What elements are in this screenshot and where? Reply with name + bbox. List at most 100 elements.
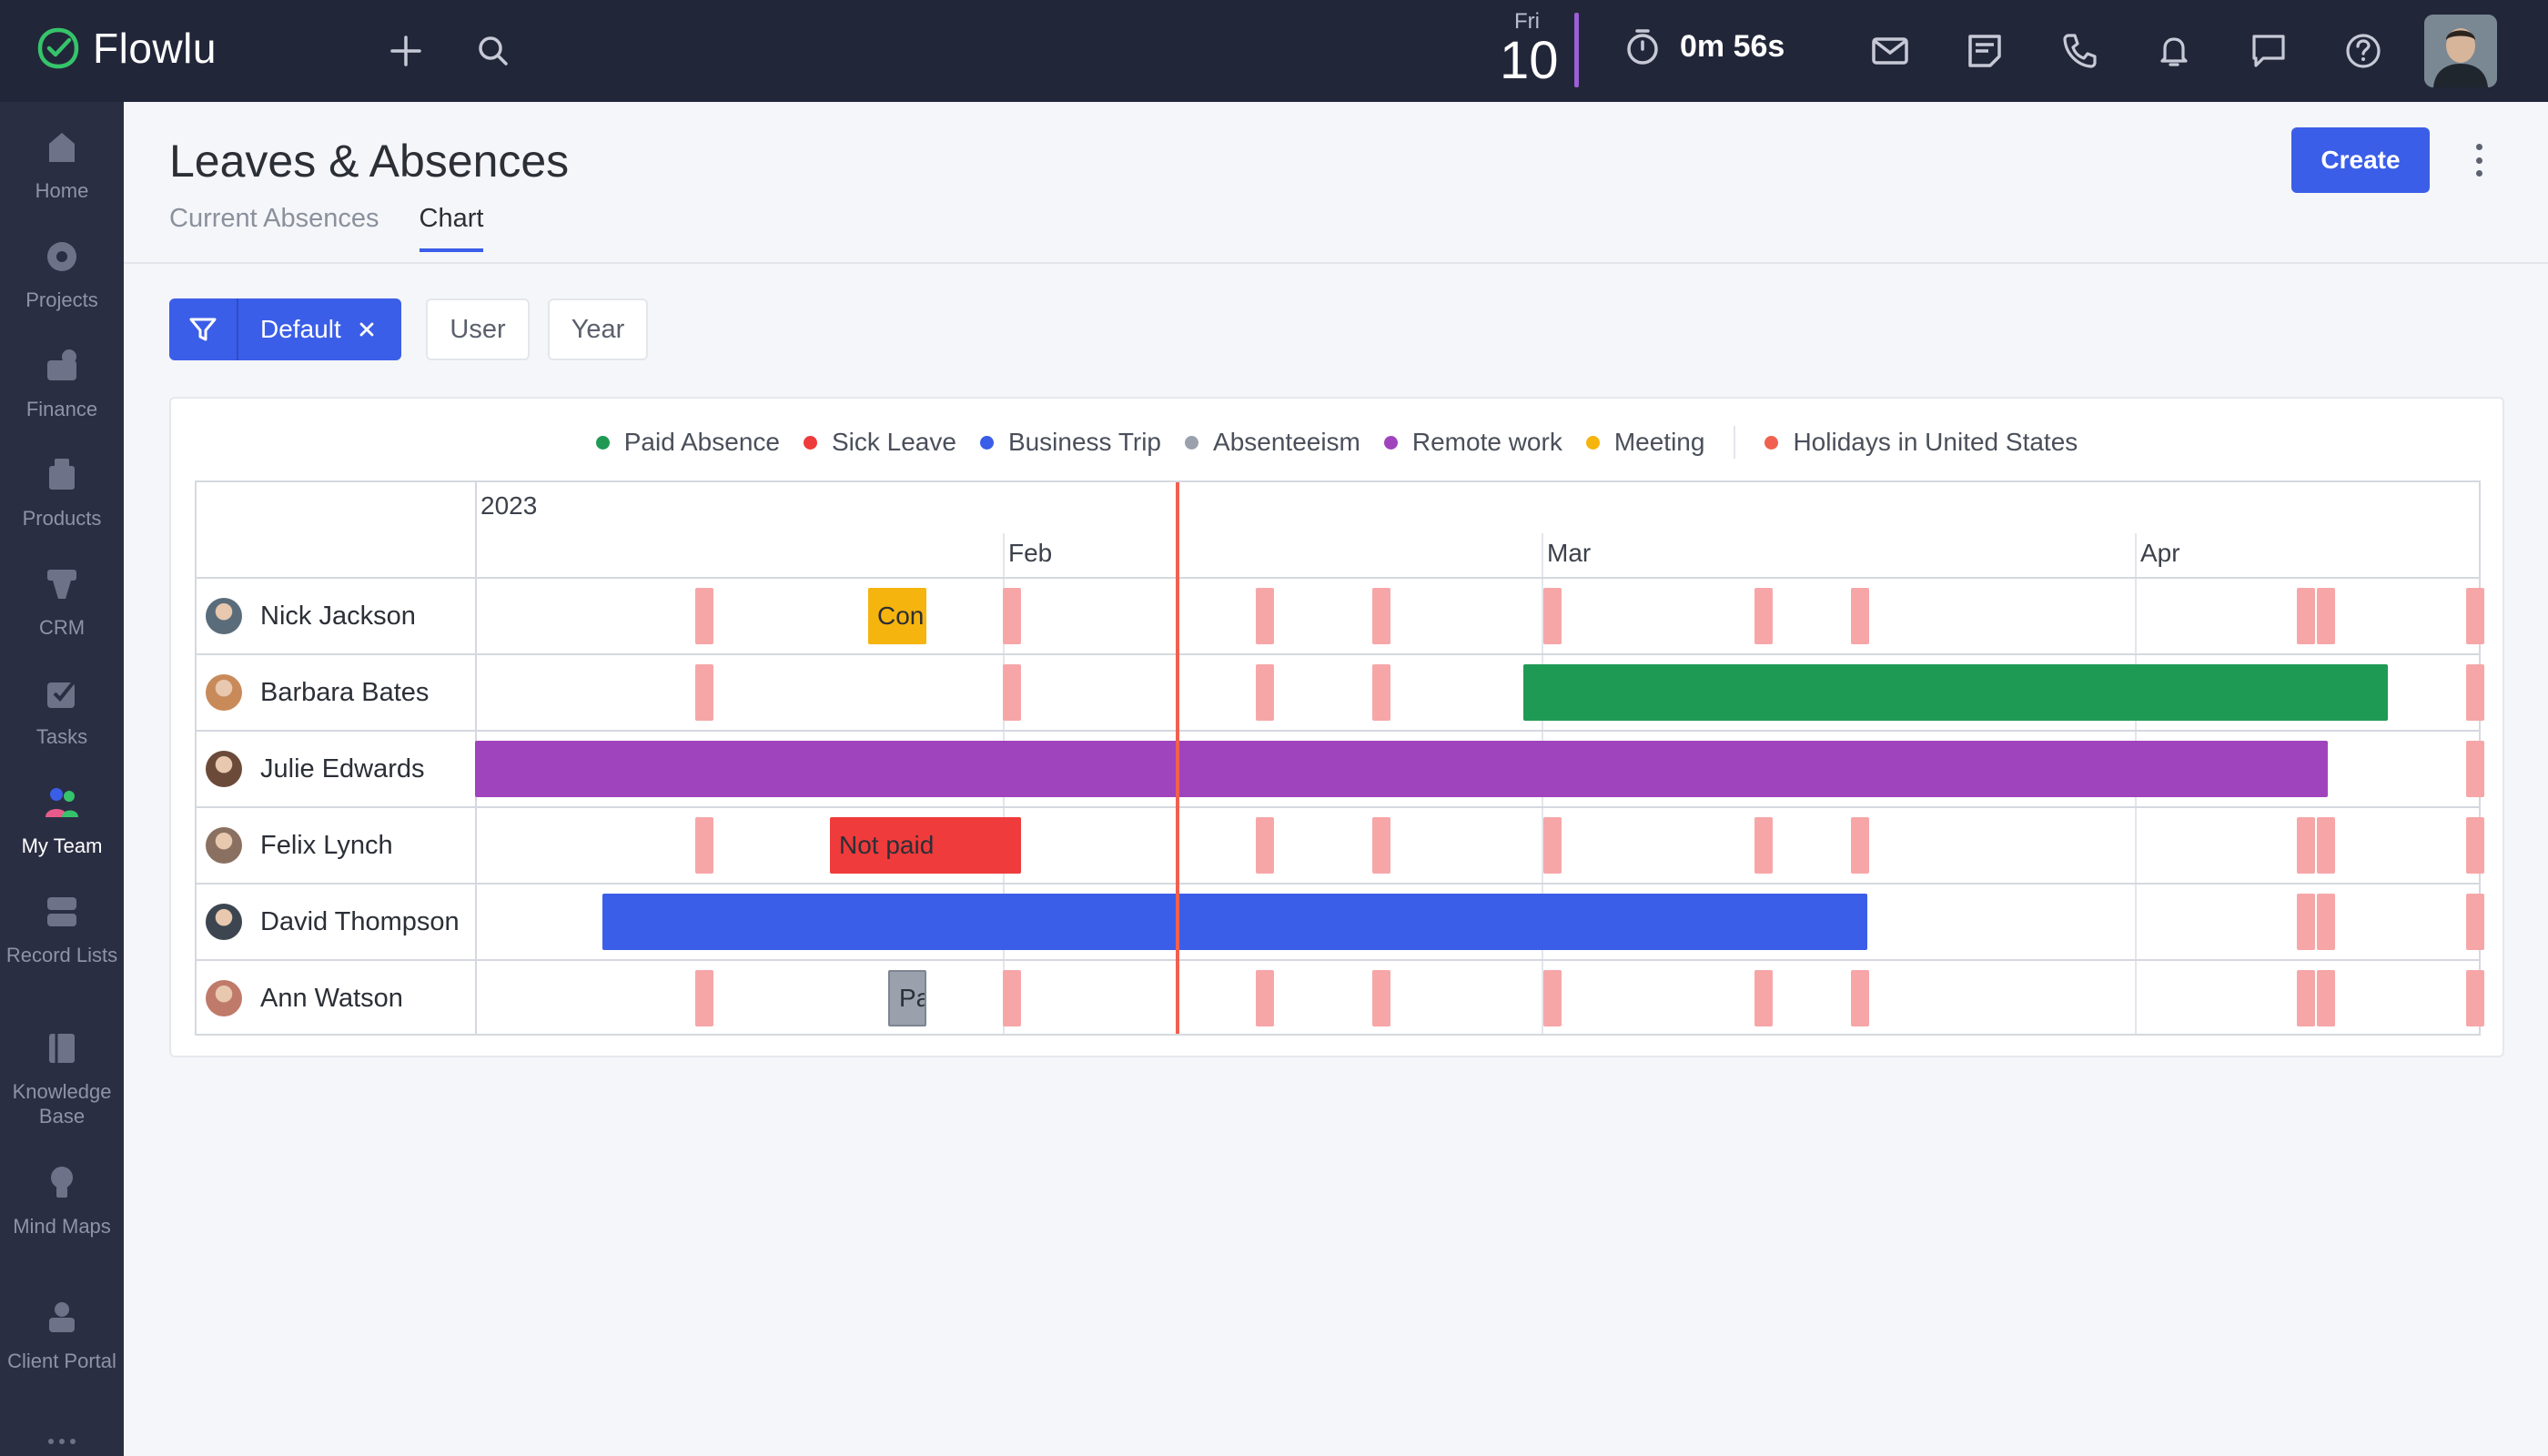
legend-item[interactable]: Paid Absence	[595, 428, 780, 457]
filter-button[interactable]: Default	[169, 298, 401, 360]
sidebar-item-projects[interactable]: Projects	[0, 237, 124, 312]
holiday-marker[interactable]	[2297, 588, 2315, 644]
app-logo[interactable]: Flowlu	[36, 24, 217, 73]
sidebar-item-tasks[interactable]: Tasks	[0, 673, 124, 749]
holiday-marker[interactable]	[1543, 588, 1562, 644]
row-user[interactable]: Julie Edwards	[197, 732, 475, 806]
bell-icon[interactable]	[2149, 25, 2199, 76]
notes-icon[interactable]	[1959, 25, 2010, 76]
holiday-marker[interactable]	[1754, 588, 1773, 644]
holiday-marker[interactable]	[2466, 741, 2484, 797]
sidebar-item-finance[interactable]: Finance	[0, 346, 124, 421]
legend-item[interactable]: Sick Leave	[803, 428, 956, 457]
holiday-marker[interactable]	[2317, 817, 2335, 874]
holiday-marker[interactable]	[2466, 588, 2484, 644]
holiday-marker[interactable]	[1256, 588, 1274, 644]
active-filter[interactable]: Default	[238, 315, 401, 344]
row-user[interactable]: David Thompson	[197, 885, 475, 959]
search-icon[interactable]	[468, 25, 519, 76]
legend-item[interactable]: Meeting	[1585, 428, 1705, 457]
clear-filter-icon[interactable]	[358, 320, 376, 339]
year-filter-button[interactable]: Year	[548, 298, 648, 360]
user-filter-button[interactable]: User	[426, 298, 530, 360]
holiday-marker[interactable]	[1851, 970, 1869, 1026]
sidebar-item-label: Record Lists	[5, 944, 118, 966]
tab-chart[interactable]: Chart	[419, 204, 483, 252]
holiday-marker[interactable]	[1003, 664, 1021, 721]
table-row: Barbara Bates	[197, 653, 2484, 730]
holiday-marker[interactable]	[2317, 894, 2335, 950]
holiday-marker[interactable]	[1256, 817, 1274, 874]
legend-dot	[595, 435, 610, 450]
holiday-marker[interactable]	[1754, 970, 1773, 1026]
sidebar-item-record-lists[interactable]: Record Lists	[0, 892, 124, 967]
legend-item[interactable]: Absenteeism	[1185, 428, 1360, 457]
holiday-marker[interactable]	[1543, 817, 1562, 874]
table-row: Julie Edwards	[197, 730, 2484, 806]
absence-bar[interactable]	[475, 741, 2328, 797]
holiday-marker[interactable]	[2466, 817, 2484, 874]
holiday-marker[interactable]	[2466, 894, 2484, 950]
row-user[interactable]: Felix Lynch	[197, 808, 475, 883]
row-user[interactable]: Ann Watson	[197, 961, 475, 1036]
legend-item[interactable]: Remote work	[1383, 428, 1562, 457]
more-apps-icon[interactable]	[47, 1436, 76, 1454]
holiday-marker[interactable]	[2297, 817, 2315, 874]
holiday-marker[interactable]	[1372, 664, 1390, 721]
legend-item-holidays[interactable]: Holidays in United States	[1764, 428, 2078, 457]
absence-bar[interactable]: Pa	[888, 970, 926, 1026]
holiday-marker[interactable]	[1851, 817, 1869, 874]
phone-icon[interactable]	[2054, 25, 2105, 76]
help-icon[interactable]	[2338, 25, 2389, 76]
holiday-marker[interactable]	[1543, 970, 1562, 1026]
holiday-marker[interactable]	[1372, 817, 1390, 874]
filter-icon[interactable]	[169, 298, 238, 360]
sidebar-item-client-portal[interactable]: Client Portal	[0, 1298, 124, 1373]
user-avatar[interactable]	[2424, 15, 2497, 87]
legend-label: Meeting	[1613, 428, 1705, 456]
holiday-marker[interactable]	[1256, 664, 1274, 721]
holiday-marker[interactable]	[2466, 664, 2484, 721]
holiday-marker[interactable]	[695, 817, 713, 874]
holiday-marker[interactable]	[1372, 588, 1390, 644]
sidebar-item-label: My Team	[21, 834, 103, 857]
plus-icon[interactable]	[380, 25, 431, 76]
avatar	[206, 674, 242, 711]
legend-item[interactable]: Business Trip	[979, 428, 1161, 457]
client-portal-icon	[49, 1302, 75, 1332]
sidebar-item-my-team[interactable]: My Team	[0, 783, 124, 858]
absence-bar[interactable]	[1523, 664, 2388, 721]
holiday-marker[interactable]	[1003, 588, 1021, 644]
absence-bar[interactable]: Not paid	[830, 817, 1021, 874]
time-tracker[interactable]: 0m 56s	[1623, 27, 1785, 66]
chat-icon[interactable]	[2243, 25, 2294, 76]
holiday-marker[interactable]	[2297, 894, 2315, 950]
holiday-marker[interactable]	[2317, 588, 2335, 644]
holiday-marker[interactable]	[2466, 970, 2484, 1026]
holiday-marker[interactable]	[1372, 970, 1390, 1026]
absence-bar[interactable]	[602, 894, 1867, 950]
sidebar-item-crm[interactable]: CRM	[0, 564, 124, 640]
holiday-marker[interactable]	[1851, 588, 1869, 644]
sidebar-item-home[interactable]: Home	[0, 127, 124, 203]
holiday-marker[interactable]	[695, 588, 713, 644]
more-options-icon[interactable]	[2468, 138, 2490, 182]
holiday-marker[interactable]	[695, 664, 713, 721]
holiday-marker[interactable]	[1003, 970, 1021, 1026]
holiday-marker[interactable]	[1754, 817, 1773, 874]
holiday-marker[interactable]	[695, 970, 713, 1026]
date-display: Fri 10	[1500, 9, 1559, 87]
mail-icon[interactable]	[1865, 25, 1916, 76]
sidebar-item-knowledge-base[interactable]: Knowledge Base	[0, 1028, 124, 1128]
holiday-marker[interactable]	[1256, 970, 1274, 1026]
sidebar-item-label: CRM	[38, 616, 86, 639]
sidebar-item-mind-maps[interactable]: Mind Maps	[0, 1163, 124, 1239]
row-user[interactable]: Nick Jackson	[197, 579, 475, 653]
holiday-marker[interactable]	[2317, 970, 2335, 1026]
sidebar-item-products[interactable]: Products	[0, 455, 124, 531]
absence-bar[interactable]: Con	[868, 588, 926, 644]
create-button[interactable]: Create	[2291, 127, 2430, 193]
tab-current-absences[interactable]: Current Absences	[169, 204, 379, 233]
holiday-marker[interactable]	[2297, 970, 2315, 1026]
row-user[interactable]: Barbara Bates	[197, 655, 475, 730]
